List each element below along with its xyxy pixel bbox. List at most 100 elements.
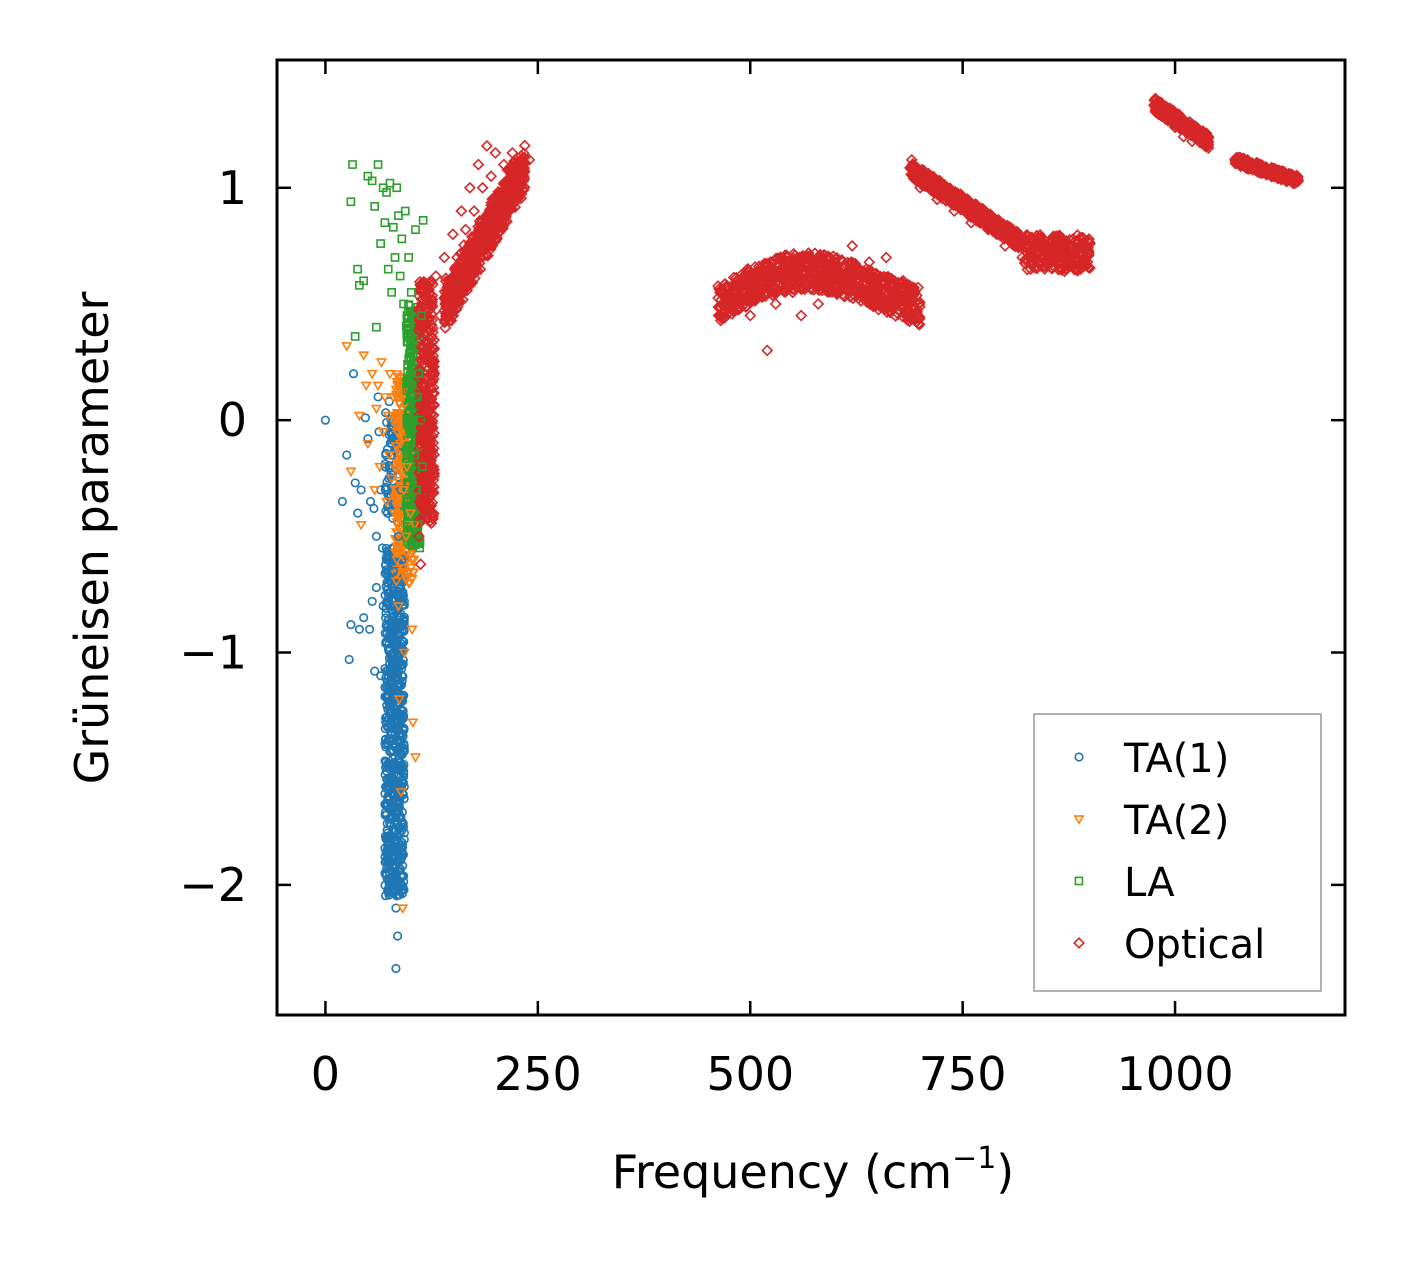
point-ta1 [385,629,395,639]
point-optical [880,251,893,264]
point-optical [497,158,510,171]
point-optical [908,285,921,298]
point-ta2 [372,381,384,392]
point-ta2 [401,462,413,473]
point-la [403,441,413,451]
point-optical [948,198,961,211]
point-optical [1279,172,1292,185]
point-optical [439,321,452,334]
point-optical [427,460,440,473]
point-ta2 [341,342,353,352]
point-optical [891,286,904,299]
point-ta2 [395,788,407,798]
point-la [417,462,427,472]
legend-marker-ta1 [1074,752,1084,762]
point-optical [1229,153,1242,166]
point-optical [816,264,829,277]
point-optical [467,246,480,259]
point-optical [875,297,888,309]
point-optical [472,158,485,171]
point-ta2 [369,486,381,496]
point-ta2 [375,358,388,368]
point-ta2 [396,404,408,415]
point-optical [901,314,914,327]
point-ta1 [398,659,408,669]
point-optical [422,506,435,519]
point-ta2 [362,439,374,450]
point-optical [417,468,430,481]
legend-label-ta1: TA(1) [1123,736,1229,782]
axis-ticks: 0 250 500 750 1000−2−101 [179,60,1345,1101]
point-optical [466,239,479,252]
point-optical [914,168,927,181]
point-optical [843,275,856,288]
point-optical [482,218,495,231]
point-la [397,234,407,244]
point-optical [414,558,427,571]
point-optical [451,251,464,264]
point-ta1 [380,462,390,472]
point-optical [1031,261,1044,274]
point-optical [510,170,523,183]
point-optical [463,181,476,194]
point-optical [975,203,988,216]
point-optical [910,315,923,328]
point-optical [835,253,848,266]
point-la [390,253,400,262]
point-optical [779,259,792,272]
data-marks [320,92,1305,974]
point-la [404,253,414,262]
legend-label-la: LA [1124,860,1175,906]
point-optical [1196,135,1209,148]
point-ta1 [391,700,401,710]
point-ta2 [374,462,386,473]
point-la [380,218,390,228]
point-optical [778,270,791,283]
point-la [371,322,381,332]
point-ta2 [396,467,408,478]
point-optical [913,318,926,331]
point-optical [468,272,481,285]
y-tick-label: −1 [179,626,247,680]
point-optical [1074,256,1087,269]
point-optical [1058,260,1070,273]
point-ta1 [394,802,405,812]
point-optical [914,181,927,194]
point-optical [480,139,493,152]
point-optical [780,250,793,263]
point-optical [418,315,431,328]
point-optical [439,298,452,311]
point-optical [423,437,436,450]
point-optical [426,278,439,291]
point-la [373,160,383,169]
point-ta1 [397,671,407,681]
point-optical [733,292,746,305]
point-optical [869,282,882,295]
point-optical [1179,115,1192,128]
point-ta2 [394,420,406,430]
point-optical [1050,232,1063,245]
point-optical [1025,255,1038,268]
point-ta1 [388,754,398,764]
point-ta2 [389,416,401,426]
point-ta1 [320,415,330,425]
point-ta1 [388,845,398,855]
point-ta2 [366,369,378,380]
point-ta2 [370,404,383,415]
point-optical [914,176,927,189]
point-optical [793,259,806,272]
point-ta2 [404,509,417,519]
point-optical [1075,246,1088,259]
point-la [417,311,426,320]
point-la [403,368,412,378]
point-optical [417,472,430,485]
point-ta2 [386,474,398,484]
point-la [367,176,377,186]
point-optical [925,172,938,185]
legend-markers [1073,752,1085,949]
point-ta2 [390,442,402,452]
point-optical [425,382,438,395]
point-ta1 [383,740,393,751]
legend-marker-optical [1073,937,1085,949]
point-ta2 [408,568,420,579]
